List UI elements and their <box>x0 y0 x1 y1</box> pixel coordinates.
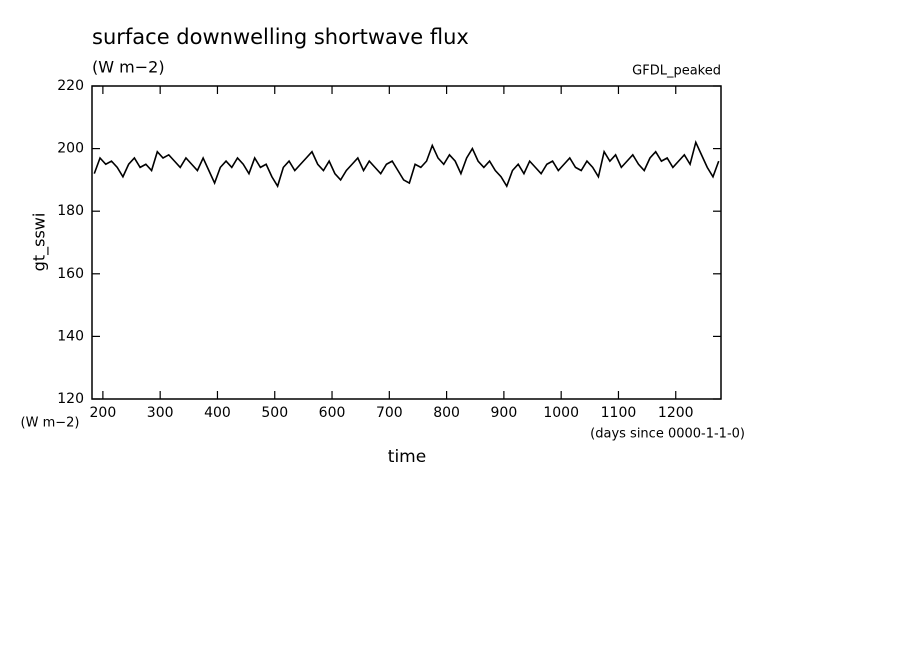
data-line <box>93 139 720 189</box>
x-tick-label: 1000 <box>543 405 579 421</box>
y-tick-label: 180 <box>57 203 84 219</box>
x-tick-label: 500 <box>261 405 288 421</box>
y-tick-label: 200 <box>57 141 84 157</box>
y-tick-label: 220 <box>57 78 84 94</box>
x-units: (days since 0000-1-1-0) <box>590 427 745 442</box>
y-axis-label: gt_sswi <box>30 213 50 272</box>
x-tick-label: 800 <box>433 405 460 421</box>
x-tick-label: 200 <box>90 405 117 421</box>
x-tick-label: 900 <box>491 405 518 421</box>
x-tick-label: 1200 <box>658 405 694 421</box>
y-tick-label: 120 <box>57 391 84 407</box>
y-units: (W m−2) <box>21 416 80 431</box>
x-tick-label: 1100 <box>601 405 637 421</box>
x-tick-label: 300 <box>147 405 174 421</box>
x-axis-label: time <box>388 447 426 467</box>
x-tick-label: 700 <box>376 405 403 421</box>
chart-title: surface downwelling shortwave flux <box>92 25 469 49</box>
y-tick-label: 160 <box>57 266 84 282</box>
x-tick-label: 400 <box>204 405 231 421</box>
y-tick-label: 140 <box>57 328 84 344</box>
x-tick-label: 600 <box>319 405 346 421</box>
annotation: GFDL_peaked <box>632 64 721 79</box>
chart-subtitle: (W m−2) <box>92 58 165 77</box>
plot-frame <box>91 85 722 400</box>
